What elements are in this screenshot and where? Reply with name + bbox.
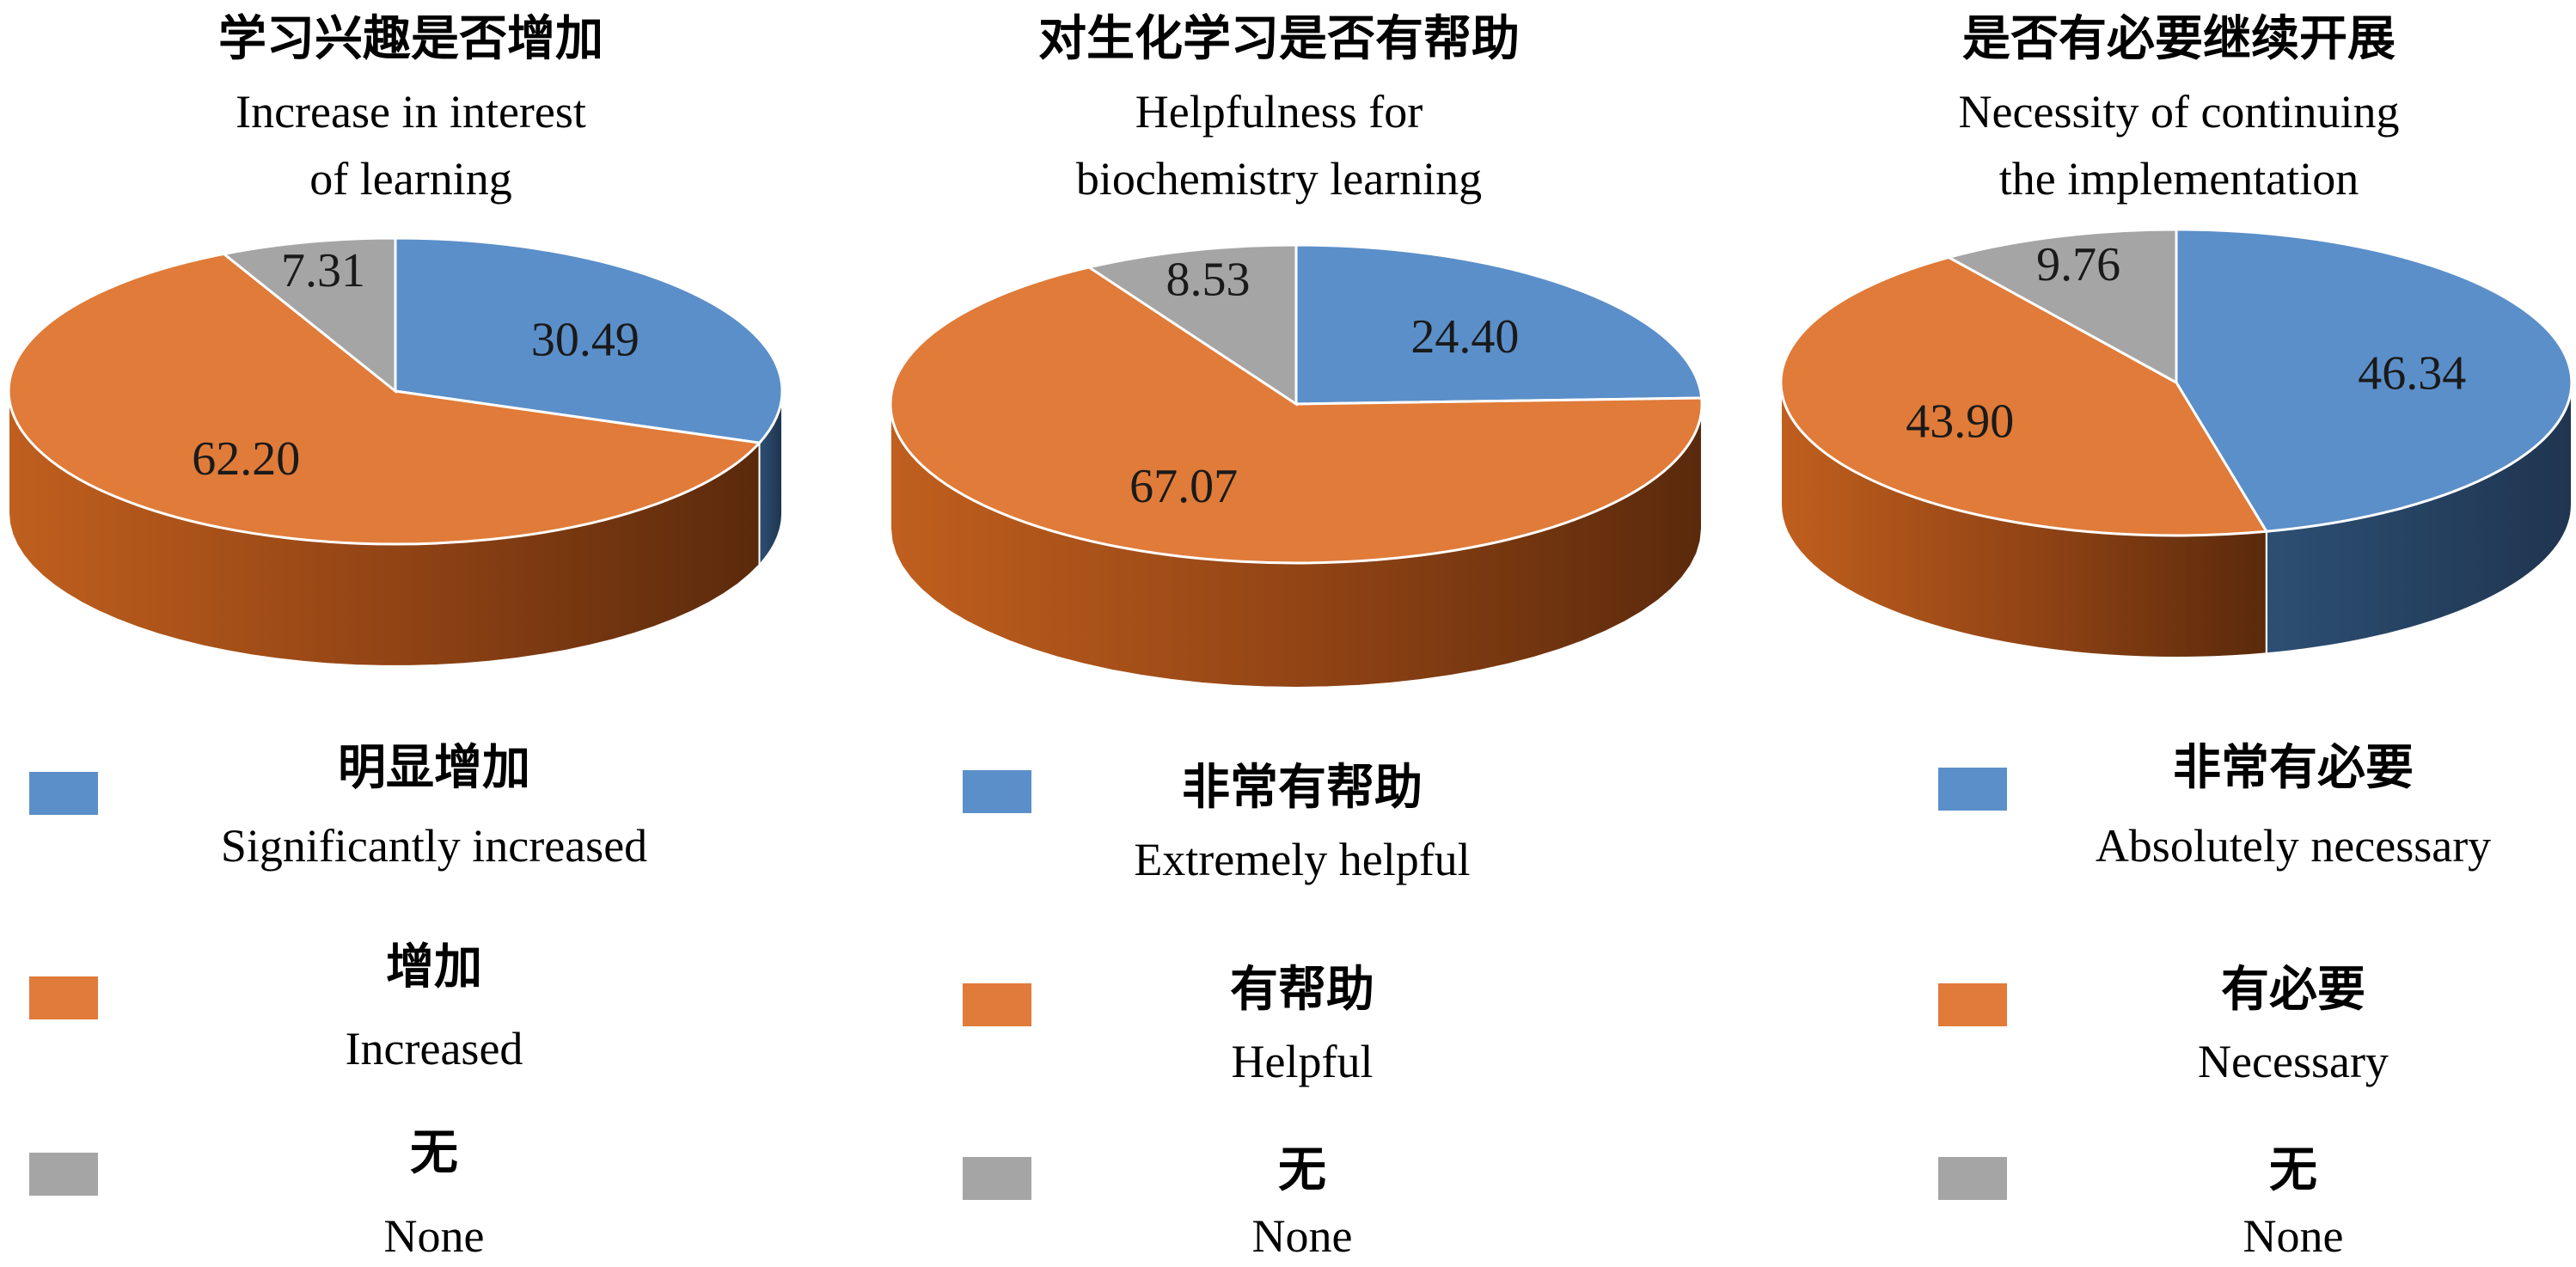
legend-swatch-2-0 (963, 770, 1031, 813)
chart-3-title: 是否有必要继续开展 (1962, 11, 2395, 67)
third-slice (221, 236, 397, 395)
legend-label-zh-3-1: 有必要 (2221, 962, 2365, 1018)
third-slice (1086, 243, 1298, 407)
chart-1-subtitle-line-1: Increase in interest (236, 86, 586, 138)
third-slice-data-label: 8.53 (1166, 254, 1251, 307)
chart-1-title: 学习兴趣是否增加 (218, 11, 603, 67)
chart-1-legend: 明显增加 Significantly increased 增加 Increase… (29, 740, 647, 1262)
third-slice (1945, 228, 2178, 385)
chart-3-subtitle-line-1: Necessity of continuing (1959, 86, 2400, 138)
legend-swatch-1-2 (29, 1153, 98, 1196)
legend-label-zh-1-0: 明显增加 (338, 740, 530, 796)
legend-label-zh-1-1: 增加 (386, 940, 482, 995)
legend-swatch-3-2 (1938, 1157, 2007, 1200)
legend-swatch-1-0 (29, 772, 98, 815)
first-slice (2175, 228, 2573, 533)
chart-2-title: 对生化学习是否有帮助 (1038, 11, 1520, 67)
second-slice-data-label: 62.20 (192, 432, 300, 486)
second-slice-data-label: 67.07 (1129, 460, 1238, 513)
legend-swatch-3-1 (1938, 983, 2007, 1026)
chart-2-subtitle-line-1: Helpfulness for (1135, 86, 1423, 138)
legend-label-en-3-1: Necessary (2198, 1036, 2389, 1087)
legend-label-en-1-2: None (384, 1210, 485, 1262)
chart-2-top-faces (889, 243, 1704, 565)
legend-label-zh-2-0: 非常有帮助 (1182, 760, 1423, 816)
chart-3: 是否有必要继续开展 Necessity of continuing the im… (1779, 11, 2573, 1262)
legend-label-zh-1-2: 无 (410, 1125, 458, 1181)
legend-label-zh-2-1: 有帮助 (1230, 962, 1374, 1018)
chart-2-subtitle-line-2: biochemistry learning (1076, 153, 1482, 205)
legend-label-zh-3-0: 非常有必要 (2173, 740, 2414, 796)
third-slice-data-label: 9.76 (2036, 238, 2120, 291)
chart-2-pie: 24.40 67.07 8.53 (889, 243, 1704, 689)
chart-2: 对生化学习是否有帮助 Helpfulness for biochemistry … (889, 11, 1704, 1262)
second-slice-data-label: 43.90 (1906, 395, 2014, 449)
chart-1: 学习兴趣是否增加 Increase in interest of learnin… (7, 11, 784, 1262)
third-slice-data-label: 7.31 (281, 244, 365, 297)
first-slice-data-label: 46.34 (2358, 347, 2466, 401)
first-slice-data-label: 24.40 (1410, 310, 1519, 364)
first-slice-data-label: 30.49 (531, 314, 639, 367)
second-slice (1779, 255, 2269, 537)
legend-swatch-1-1 (29, 976, 98, 1019)
chart-3-subtitle-line-2: the implementation (1999, 153, 2359, 205)
legend-label-zh-3-2: 无 (2269, 1142, 2317, 1198)
first-slice (394, 236, 784, 444)
second-slice (7, 252, 762, 546)
chart-3-legend: 非常有必要 Absolutely necessary 有必要 Necessary… (1938, 740, 2491, 1262)
legend-swatch-2-2 (963, 1157, 1031, 1200)
chart-1-pie: 30.49 62.20 7.31 (7, 236, 784, 667)
legend-label-en-1-1: Increased (346, 1023, 523, 1074)
legend-label-en-2-1: Helpful (1232, 1036, 1374, 1087)
legend-label-en-3-2: None (2243, 1210, 2344, 1262)
legend-swatch-2-1 (963, 983, 1031, 1026)
legend-label-en-3-0: Absolutely necessary (2096, 820, 2491, 872)
chart-2-legend: 非常有帮助 Extremely helpful 有帮助 Helpful 无 No… (963, 760, 1471, 1262)
legend-label-en-2-0: Extremely helpful (1134, 834, 1470, 885)
chart-1-subtitle-line-2: of learning (309, 153, 511, 205)
chart-3-pie: 46.34 43.90 9.76 (1779, 228, 2573, 659)
legend-label-zh-2-2: 无 (1278, 1142, 1326, 1198)
second-slice (889, 266, 1704, 565)
legend-label-en-1-0: Significantly increased (221, 820, 647, 872)
chart-1-top-faces (7, 236, 784, 546)
legend-swatch-3-0 (1938, 768, 2007, 811)
first-slice (1294, 243, 1704, 406)
legend-label-en-2-2: None (1252, 1210, 1353, 1262)
chart-3-top-faces (1779, 228, 2573, 537)
